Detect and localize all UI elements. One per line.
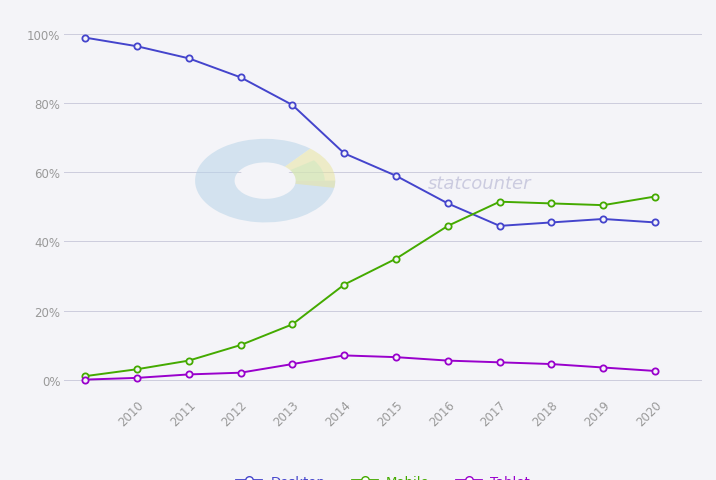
Circle shape: [238, 165, 293, 198]
Wedge shape: [285, 149, 335, 189]
Wedge shape: [290, 161, 325, 181]
Legend: Desktop, Mobile, Tablet: Desktop, Mobile, Tablet: [231, 470, 536, 480]
Wedge shape: [195, 140, 335, 223]
Text: statcounter: statcounter: [427, 174, 531, 192]
